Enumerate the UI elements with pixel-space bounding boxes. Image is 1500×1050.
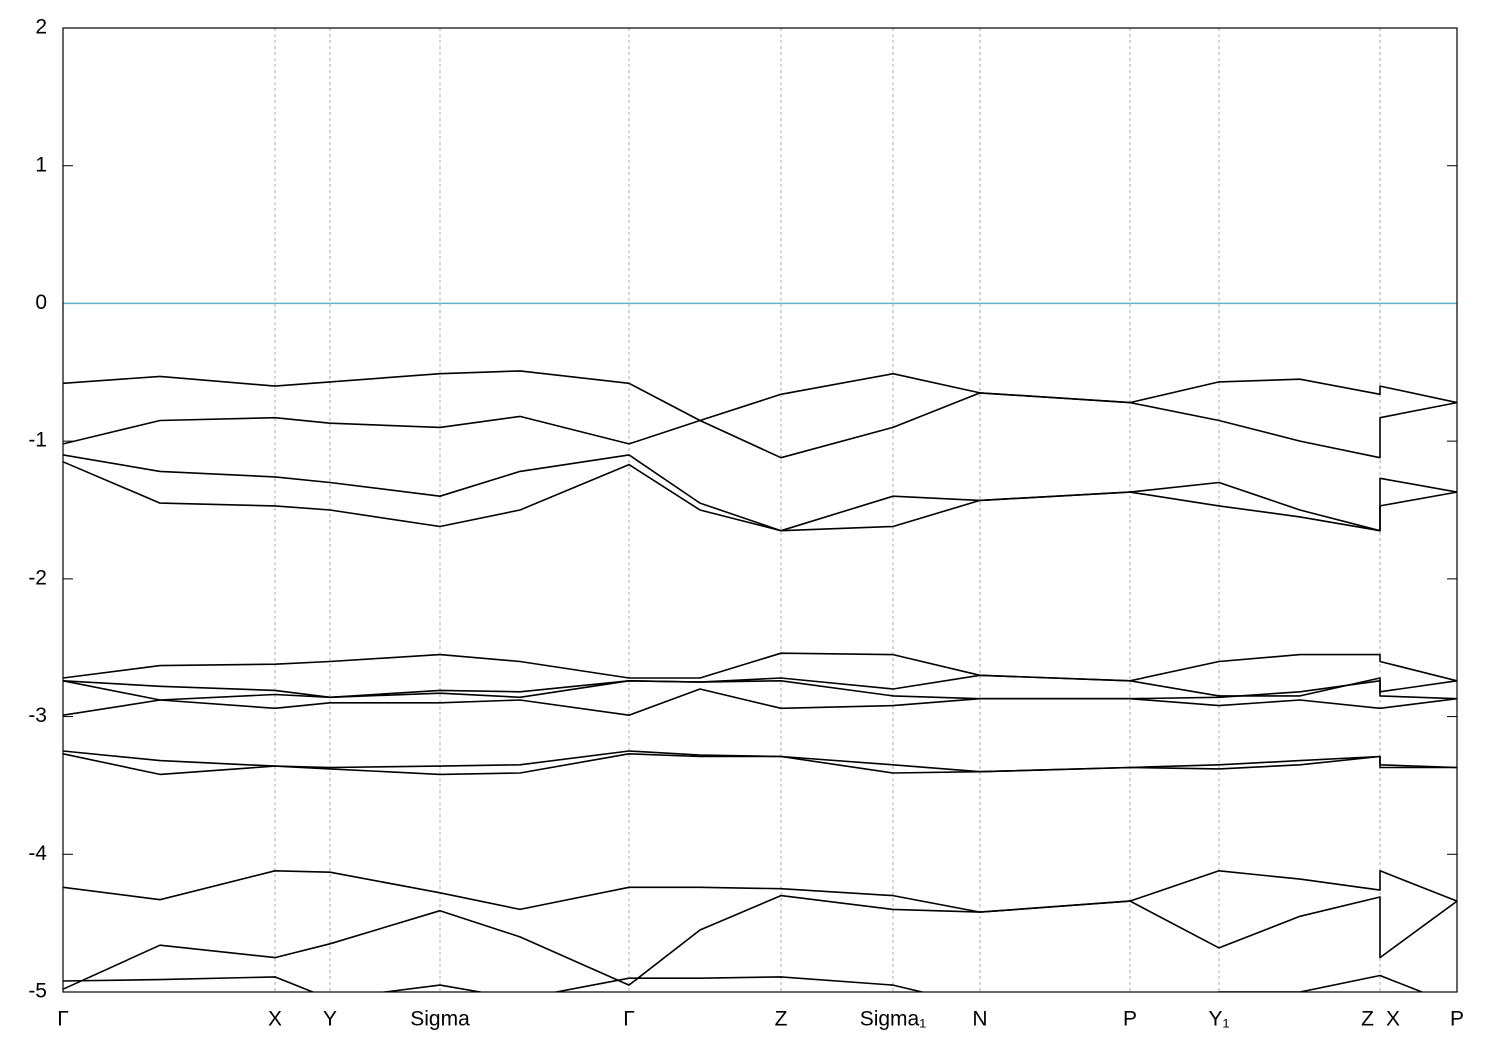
plot-frame [62,27,1458,993]
y-tick-label: -1 [28,429,47,452]
y-tick-label: 0 [35,291,47,314]
band-line [63,674,1457,699]
x-tick-label: Γ [57,1008,69,1031]
band-line [63,870,1457,913]
band-line [63,652,1457,682]
x-tick-label: Y₁ [1208,1008,1229,1031]
band-line [63,454,1457,532]
band-line [63,372,1457,445]
band-line [63,680,1457,716]
y-tick-label: -5 [28,980,47,1003]
band-line [63,370,1457,459]
band-line [63,753,1457,776]
x-tick-label: P [1450,1008,1464,1031]
band-line [63,750,1457,773]
bands [63,370,1457,992]
x-tick-label: Y [323,1008,337,1031]
x-tick-label: N [972,1008,987,1031]
y-tick-label: -2 [28,566,47,589]
y-tick-label: -3 [28,704,47,727]
y-tick-label: 2 [35,16,47,39]
band-line [63,974,1425,992]
y-tick-label: 1 [35,153,47,176]
band-line [63,461,1457,532]
x-tick-label: Γ [623,1008,635,1031]
x-tick-label: P [1123,1008,1137,1031]
y-tick-label: -4 [28,842,47,865]
x-tick-label: Sigma [410,1008,470,1031]
band-line [63,680,1457,716]
x-tick-label: X [268,1008,282,1031]
x-tick-label: Z [775,1008,788,1031]
band-line [63,894,1457,990]
x-tick-label: Sigma₁ [860,1008,927,1031]
x-tick-label: X [1386,1008,1400,1031]
x-tick-label: Z [1361,1008,1374,1031]
